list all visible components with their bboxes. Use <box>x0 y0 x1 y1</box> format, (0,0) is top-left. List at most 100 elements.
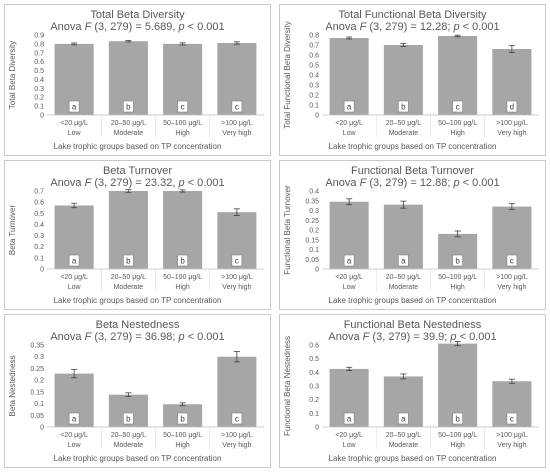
y-tick-label: 0 <box>40 267 44 274</box>
chart-panel-functional-beta-nestedness: Functional Beta Nestedness Anova F (3, 27… <box>279 314 546 468</box>
y-tick-label: 0.2 <box>34 244 44 251</box>
group-letter-box <box>343 100 355 113</box>
x-tick-label: Moderate <box>114 442 144 449</box>
group-letter-box <box>452 100 463 113</box>
group-letter: a <box>72 103 77 112</box>
y-tick-label: 0.4 <box>309 189 319 196</box>
group-letter: a <box>401 257 406 266</box>
subtitle-stat: F <box>363 331 371 343</box>
subtitle-part: < 0.001 <box>185 177 225 189</box>
subtitle-part: < 0.001 <box>460 177 500 189</box>
group-letter: a <box>347 257 352 266</box>
group-letter-box <box>452 412 463 425</box>
subtitle-part: (3, 279) = 5.689, <box>91 21 178 33</box>
x-tick-label: <20 μg/L <box>335 120 363 127</box>
y-tick-label: 0.4 <box>309 370 319 377</box>
chart-panel-total-beta-diversity: Total Beta Diversity Anova F (3, 279) = 5… <box>4 4 271 156</box>
group-letter-box <box>177 254 188 267</box>
chart-title: Functional Beta Turnover <box>351 165 474 177</box>
subtitle-part: < 0.001 <box>460 21 500 33</box>
x-tick-label: >100 μg/L <box>221 432 253 439</box>
y-tick-label: 0.7 <box>34 50 44 57</box>
y-tick-label: 0.35 <box>305 198 319 205</box>
x-axis-label: Lake trophic groups based on TP concentr… <box>54 142 222 151</box>
chart-subtitle: Anova F (3, 279) = 23.32, p < 0.001 <box>50 177 224 189</box>
group-letter: c <box>235 103 239 112</box>
y-tick-label: 0.5 <box>34 211 44 218</box>
y-tick-label: 0.4 <box>309 73 319 80</box>
chart-title: Total Functional Beta Diversity <box>339 9 487 21</box>
group-letter-box <box>398 412 409 425</box>
x-tick-label: High <box>450 442 465 449</box>
x-tick-label: 50–100 μg/L <box>438 432 477 439</box>
group-letter-box <box>231 412 243 425</box>
group-letter: b <box>126 257 131 266</box>
subtitle-part: (3, 279) = 39.9; <box>369 331 450 343</box>
y-tick-label: 0.7 <box>34 189 44 196</box>
y-tick-label: 0.2 <box>309 397 319 404</box>
x-tick-label: 20–50 μg/L <box>111 432 146 439</box>
y-tick-label: 0.5 <box>34 68 44 75</box>
y-axis-label: Total Beta Diversity <box>8 41 17 109</box>
group-letter: c <box>510 415 514 424</box>
x-tick-label: Very high <box>497 130 526 137</box>
x-tick-label: <20 μg/L <box>60 274 88 281</box>
subtitle-part: (3, 279) = 12.28; <box>366 21 453 33</box>
y-tick-label: 0.5 <box>309 356 319 363</box>
subtitle-stat: p <box>177 331 184 343</box>
x-tick-label: 50–100 μg/L <box>163 432 202 439</box>
y-tick-label: 0.6 <box>34 59 44 66</box>
x-axis-label: Lake trophic groups based on TP concentr… <box>329 296 497 305</box>
x-tick-label: 20–50 μg/L <box>386 120 421 127</box>
x-axis-label: Lake trophic groups based on TP concentr… <box>54 296 222 305</box>
x-tick-label: >100 μg/L <box>496 120 528 127</box>
y-tick-label: 0.8 <box>34 41 44 48</box>
x-axis-label: Lake trophic groups based on TP concentr… <box>329 454 497 463</box>
group-letter-box <box>123 254 134 267</box>
y-axis-label: Beta Turnover <box>8 205 17 256</box>
subtitle-stat: p <box>177 21 184 33</box>
x-tick-label: High <box>450 284 465 291</box>
group-letter-box <box>68 412 80 425</box>
subtitle-part: Anova <box>328 331 362 343</box>
y-tick-label: 0.3 <box>34 354 44 361</box>
y-tick-label: 0.9 <box>34 33 44 40</box>
chart-title: Total Beta Diversity <box>90 9 185 21</box>
y-tick-label: 0.3 <box>309 384 319 391</box>
y-tick-label: 0.2 <box>34 95 44 102</box>
subtitle-part: Anova <box>325 21 359 33</box>
subtitle-part: < 0.001 <box>457 331 497 343</box>
group-letter-box <box>177 100 188 113</box>
group-letter-box <box>231 100 243 113</box>
y-tick-label: 0.2 <box>309 93 319 100</box>
y-tick-label: 0 <box>40 113 44 120</box>
group-letter: c <box>456 103 460 112</box>
y-tick-label: 0.2 <box>34 378 44 385</box>
subtitle-stat: p <box>452 177 459 189</box>
group-letter-box <box>123 412 134 425</box>
y-tick-label: 0.5 <box>309 63 319 70</box>
x-tick-label: Low <box>343 442 357 449</box>
y-tick-label: 0.1 <box>309 103 319 110</box>
x-tick-label: Moderate <box>389 442 419 449</box>
group-letter-box <box>452 254 463 267</box>
subtitle-stat: F <box>85 21 93 33</box>
x-tick-label: Moderate <box>114 130 144 137</box>
subtitle-stat: F <box>360 177 368 189</box>
subtitle-part: (3, 279) = 36.98; <box>91 331 178 343</box>
group-letter: a <box>72 257 77 266</box>
chart-subtitle: Anova F (3, 279) = 39.9; p < 0.001 <box>328 331 496 343</box>
x-tick-label: 20–50 μg/L <box>111 120 146 127</box>
y-tick-label: 0.6 <box>309 53 319 60</box>
y-tick-label: 0.3 <box>309 83 319 90</box>
x-tick-label: Very high <box>497 284 526 291</box>
x-tick-label: <20 μg/L <box>335 432 363 439</box>
chart-subtitle: Anova F (3, 279) = 5.689, p < 0.001 <box>50 21 224 33</box>
group-letter-box <box>506 412 518 425</box>
x-tick-label: Very high <box>222 442 251 449</box>
group-letter-box <box>177 412 188 425</box>
y-tick-label: 0 <box>40 425 44 432</box>
